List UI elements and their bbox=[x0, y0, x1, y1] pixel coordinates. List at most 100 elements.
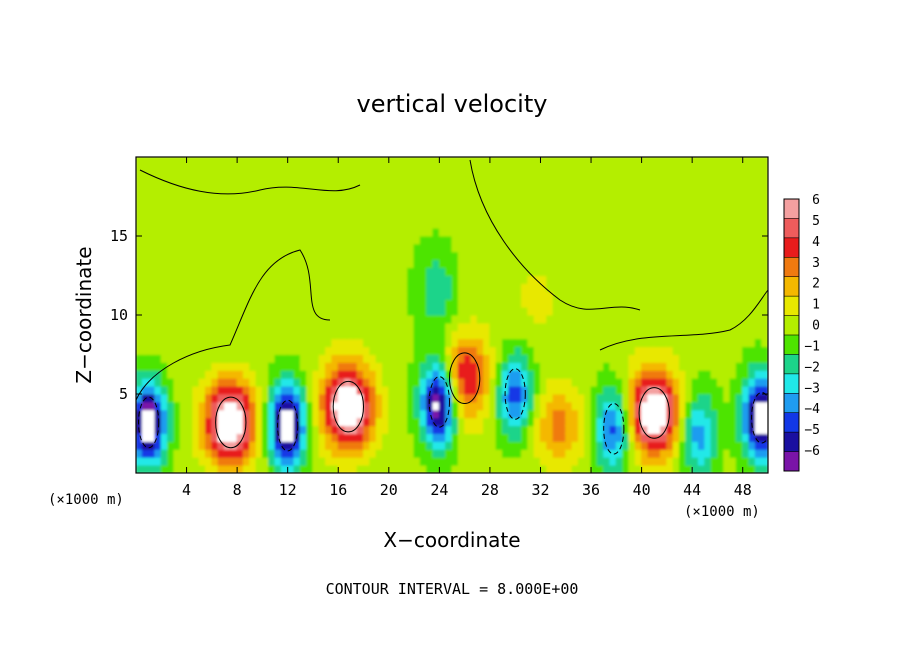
field-cell bbox=[407, 306, 415, 316]
field-cell bbox=[268, 448, 276, 458]
field-cell bbox=[394, 401, 402, 411]
field-cell bbox=[432, 164, 440, 174]
field-cell bbox=[445, 369, 453, 379]
field-cell bbox=[274, 322, 282, 332]
field-cell bbox=[186, 385, 194, 395]
field-cell bbox=[691, 298, 699, 308]
field-cell bbox=[249, 219, 257, 229]
field-cell bbox=[186, 172, 194, 182]
field-cell bbox=[451, 330, 459, 340]
field-cell bbox=[546, 211, 554, 221]
field-cell bbox=[432, 172, 440, 182]
field-cell bbox=[590, 211, 598, 221]
field-cell bbox=[584, 401, 592, 411]
field-cell bbox=[691, 425, 699, 434]
field-cell bbox=[502, 282, 510, 292]
field-cell bbox=[666, 433, 674, 442]
field-cell bbox=[242, 164, 251, 174]
field-cell bbox=[634, 409, 643, 419]
field-cell bbox=[236, 203, 244, 213]
field-cell bbox=[723, 346, 731, 355]
field-cell bbox=[375, 196, 383, 205]
field-cell bbox=[331, 417, 339, 427]
field-cell bbox=[590, 393, 598, 403]
contour-interval-note: CONTOUR INTERVAL = 8.000E+00 bbox=[326, 580, 579, 598]
field-cell bbox=[596, 433, 605, 442]
field-cell bbox=[615, 203, 624, 213]
field-cell bbox=[192, 227, 200, 237]
field-cell bbox=[230, 306, 238, 316]
field-cell bbox=[647, 385, 655, 395]
field-cell bbox=[546, 464, 554, 473]
field-cell bbox=[653, 227, 662, 237]
field-cell bbox=[318, 361, 327, 371]
field-cell bbox=[325, 448, 333, 458]
field-cell bbox=[160, 219, 169, 229]
field-cell bbox=[325, 298, 333, 308]
field-cell bbox=[179, 330, 188, 340]
field-cell bbox=[331, 251, 339, 261]
field-cell bbox=[742, 172, 750, 182]
field-cell bbox=[489, 235, 497, 245]
field-cell bbox=[261, 172, 270, 182]
field-cell bbox=[205, 346, 213, 355]
field-cell bbox=[280, 377, 289, 387]
field-cell bbox=[287, 433, 295, 442]
field-cell bbox=[489, 346, 497, 355]
field-cell bbox=[350, 267, 358, 276]
field-cell bbox=[261, 282, 270, 292]
field-cell bbox=[634, 290, 643, 300]
field-cell bbox=[761, 409, 768, 419]
field-cell bbox=[508, 330, 516, 340]
field-cell bbox=[255, 385, 263, 395]
field-cell bbox=[388, 298, 396, 308]
field-cell bbox=[571, 298, 579, 308]
field-cell bbox=[451, 338, 459, 348]
field-cell bbox=[325, 275, 333, 284]
field-cell bbox=[527, 433, 535, 442]
field-cell bbox=[148, 433, 156, 442]
field-cell bbox=[622, 369, 630, 379]
field-cell bbox=[539, 306, 548, 316]
field-cell bbox=[293, 361, 301, 371]
field-cell bbox=[287, 393, 295, 403]
field-cell bbox=[653, 235, 662, 245]
field-cell bbox=[223, 456, 232, 466]
field-cell bbox=[723, 157, 731, 166]
field-cell bbox=[432, 275, 440, 284]
field-cell bbox=[495, 267, 504, 276]
field-cell bbox=[533, 385, 541, 395]
field-cell bbox=[167, 282, 175, 292]
field-cell bbox=[223, 361, 232, 371]
field-cell bbox=[186, 456, 194, 466]
field-cell bbox=[198, 330, 207, 340]
field-cell bbox=[735, 464, 744, 473]
field-cell bbox=[217, 417, 225, 427]
field-cell bbox=[306, 164, 314, 174]
field-cell bbox=[672, 385, 681, 395]
field-cell bbox=[369, 385, 377, 395]
field-cell bbox=[255, 251, 263, 261]
field-cell bbox=[476, 267, 485, 276]
field-cell bbox=[508, 322, 516, 332]
field-cell bbox=[691, 322, 699, 332]
field-cell bbox=[356, 275, 365, 284]
field-cell bbox=[205, 290, 213, 300]
field-cell bbox=[381, 157, 390, 166]
field-cell bbox=[691, 361, 699, 371]
field-cell bbox=[230, 401, 238, 411]
field-cell bbox=[666, 385, 674, 395]
field-cell bbox=[483, 259, 491, 269]
field-cell bbox=[167, 188, 175, 197]
field-cell bbox=[672, 259, 681, 269]
field-cell bbox=[495, 275, 504, 284]
field-cell bbox=[577, 219, 586, 229]
field-cell bbox=[312, 196, 320, 205]
field-cell bbox=[242, 251, 251, 261]
field-cell bbox=[375, 425, 383, 434]
field-cell bbox=[571, 401, 579, 411]
field-cell bbox=[318, 275, 327, 284]
field-cell bbox=[293, 219, 301, 229]
field-cell bbox=[754, 219, 763, 229]
field-cell bbox=[280, 235, 289, 245]
